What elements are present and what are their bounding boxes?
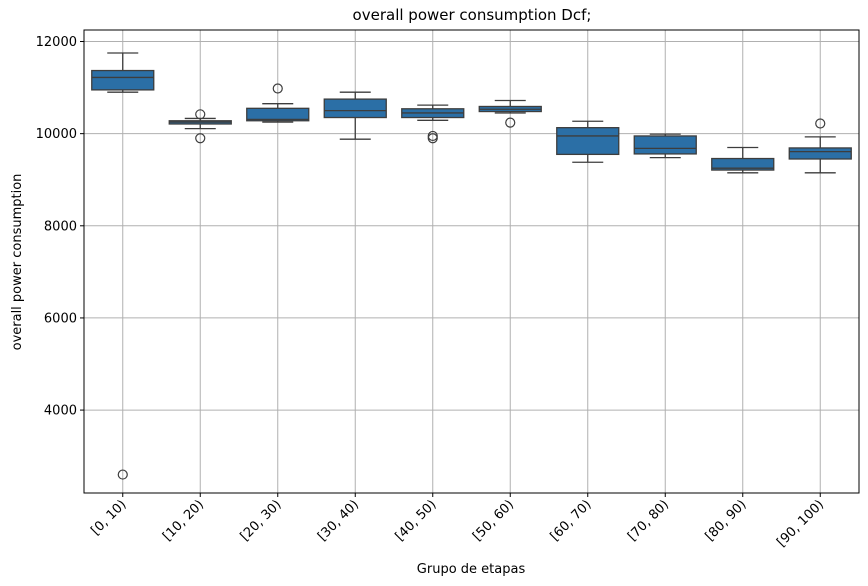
- x-tick-label: [30, 40): [315, 497, 362, 544]
- box-iqr: [788, 147, 852, 160]
- outlier-point: [272, 83, 283, 94]
- box-group: [323, 91, 387, 140]
- x-tick-label: [40, 50): [393, 497, 440, 544]
- boxes: [91, 52, 852, 480]
- y-tick-label: 6000: [44, 311, 77, 326]
- box-iqr: [323, 98, 387, 119]
- y-tick-label: 10000: [36, 127, 77, 142]
- x-tick-label: [10, 20): [160, 497, 207, 544]
- y-tick-label: 8000: [44, 219, 77, 234]
- y-tick-label: 12000: [36, 35, 77, 50]
- x-tick-label: [20, 30): [238, 497, 285, 544]
- y-axis-label: overall power consumption: [10, 174, 25, 351]
- box-group: [478, 99, 542, 128]
- grid: [84, 30, 859, 493]
- box-group: [246, 83, 310, 123]
- outlier-point: [195, 109, 206, 120]
- x-axis-label: Grupo de etapas: [417, 562, 526, 577]
- outlier-point: [195, 133, 206, 144]
- x-tick-label: [70, 80): [625, 497, 672, 544]
- outlier-point: [505, 117, 516, 128]
- outlier-point: [427, 130, 438, 142]
- box-group: [168, 109, 232, 144]
- plot-frame: [83, 29, 860, 494]
- box-iqr: [91, 69, 155, 91]
- box-iqr: [246, 107, 310, 122]
- box-group: [788, 118, 852, 174]
- box-group: [556, 120, 620, 163]
- y-tick-label: 4000: [44, 404, 77, 419]
- outlier-point: [117, 469, 128, 480]
- y-axis-ticks: 4000 6000 8000 10000 12000: [36, 35, 84, 419]
- x-tick-label: [60, 70): [548, 497, 595, 544]
- chart-title: overall power consumption Dcf;: [353, 6, 592, 24]
- outlier-point: [815, 118, 826, 129]
- box-group: [711, 146, 775, 174]
- box-iqr: [711, 157, 775, 171]
- x-tick-label: [50, 60): [470, 497, 517, 544]
- x-tick-label: [90, 100): [774, 497, 827, 550]
- box-group: [401, 104, 465, 144]
- box-group: [91, 52, 155, 480]
- x-tick-label: [0, 10): [88, 497, 129, 538]
- box-group: [633, 133, 697, 159]
- box-iqr: [556, 127, 620, 156]
- box-iqr: [633, 135, 697, 155]
- x-tick-label: [80, 90): [703, 497, 750, 544]
- x-axis-ticks: [0, 10) [10, 20) [20, 30) [30, 40) [40, 50) […: [88, 493, 827, 550]
